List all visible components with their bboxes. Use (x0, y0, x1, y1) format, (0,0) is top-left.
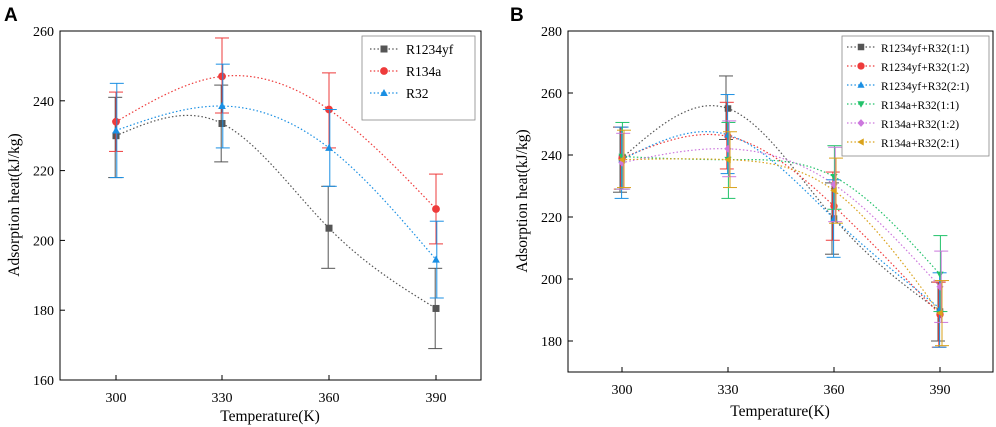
fit-curves-a (115, 74, 437, 309)
legend-box-b (841, 35, 990, 157)
data-point-R134a (112, 117, 120, 126)
fit-curve-R134a+R32(2:1) (621, 158, 941, 314)
legend-label: R32 (406, 86, 429, 101)
data-point-R32 (112, 126, 120, 134)
x-tick-label: 360 (319, 391, 340, 406)
y-tick-label: 240 (33, 95, 54, 110)
fit-curve-R1234yf+R32(1:2) (621, 133, 941, 316)
data-marks-a (108, 37, 444, 350)
fit-curve-R1234yf+R32(1:1) (621, 105, 941, 313)
y-tick-label: 200 (33, 234, 54, 249)
x-tick-label: 300 (106, 391, 127, 406)
x-tick-label: 390 (930, 383, 951, 398)
x-tick-label: 300 (612, 383, 633, 398)
legend-label: R134a (406, 64, 441, 79)
x-axis-title-b: Temperature(K) (730, 403, 830, 420)
data-point-R1234yf (432, 304, 440, 312)
data-point-R32 (325, 143, 333, 151)
data-point-R134a+R32(2:1) (724, 156, 731, 164)
fit-curve-R134a (115, 74, 437, 210)
data-point-R134a+R32(1:2) (936, 282, 944, 291)
x-tick-label: 330 (212, 391, 233, 406)
y-tick-label: 220 (541, 211, 562, 226)
fit-curve-R1234yf+R32(2:1) (621, 130, 941, 309)
legend-marker (857, 101, 865, 108)
data-point-R134a (218, 72, 226, 81)
data-point-R134a (432, 205, 440, 213)
fit-curve-R134a+R32(1:2) (621, 148, 941, 288)
legend-marker (857, 81, 865, 88)
legend-label: R1234yf+R32(2:1) (881, 81, 969, 93)
panel-label-a: A (4, 5, 18, 26)
legend-label: R134a+R32(2:1) (881, 138, 959, 150)
y-tick-label: 280 (541, 25, 562, 40)
plot-frame-a (59, 30, 482, 381)
chart-panel-b: B 180 200 220 240 260 280 300 330 360 390 Tempera… (510, 5, 994, 420)
data-marks-b (613, 75, 949, 348)
axes-a: 160 180 200 220 240 260 300 330 360 390 (33, 25, 447, 406)
legend-label: R134a+R32(1:1) (881, 100, 959, 112)
data-point-R134a+R32(2:1) (830, 187, 837, 195)
legend-a: R1234yf R134a R32 (361, 35, 476, 121)
y-tick-label: 260 (541, 87, 562, 102)
y-axis-title-b: Adsorption heat(kJ/kg) (514, 129, 531, 272)
legend-marker (857, 62, 865, 70)
legend-marker (380, 88, 388, 96)
fit-curve-R134a+R32(1:1) (621, 155, 941, 275)
y-tick-label: 260 (33, 25, 54, 40)
legend-marker (380, 67, 388, 75)
axes-b: 180 200 220 240 260 280 300 330 360 390 (541, 25, 951, 398)
fit-curve-R32 (115, 105, 437, 260)
fit-curve-R1234yf (115, 114, 437, 309)
panel-label-b: B (510, 5, 524, 26)
plot-frame-b (567, 30, 994, 373)
y-tick-label: 200 (541, 273, 562, 288)
legend-marker (380, 45, 388, 53)
legend-b: R1234yf+R32(1:1) R1234yf+R32(1:2) R1234yf+… (841, 35, 990, 157)
y-tick-label: 220 (33, 165, 54, 180)
x-tick-label: 330 (718, 383, 739, 398)
data-point-R32 (218, 102, 226, 110)
legend-marker (857, 119, 865, 127)
data-point-R134a+R32(1:2) (724, 144, 732, 153)
x-axis-title-a: Temperature(K) (220, 408, 320, 425)
x-tick-label: 390 (426, 391, 447, 406)
data-point-R134a+R32(2:1) (936, 309, 943, 317)
y-tick-label: 180 (33, 304, 54, 319)
y-tick-label: 180 (541, 335, 562, 350)
fit-curves-b (621, 105, 941, 316)
data-point-R1234yf (325, 224, 333, 232)
data-point-R32 (432, 255, 440, 263)
data-point-R134a+R32(1:2) (830, 180, 838, 189)
legend-label: R1234yf+R32(1:1) (881, 43, 969, 55)
chart-panel-a: A 160 180 200 220 240 260 300 330 360 390 Tempera… (4, 5, 482, 425)
legend-marker (857, 43, 865, 51)
legend-label: R134a+R32(1:2) (881, 119, 959, 131)
y-tick-label: 240 (541, 149, 562, 164)
y-tick-label: 160 (33, 374, 54, 389)
data-point-R134a+R32(1:1) (936, 271, 944, 279)
x-tick-label: 360 (824, 383, 845, 398)
y-axis-title-a: Adsorption heat(kJ/kg) (6, 133, 23, 276)
data-point-R1234yf (218, 119, 226, 127)
data-point-R134a+R32(2:1) (618, 156, 625, 164)
legend-marker (857, 138, 864, 146)
legend-label: R1234yf+R32(1:2) (881, 62, 969, 74)
legend-label: R1234yf (406, 42, 454, 57)
